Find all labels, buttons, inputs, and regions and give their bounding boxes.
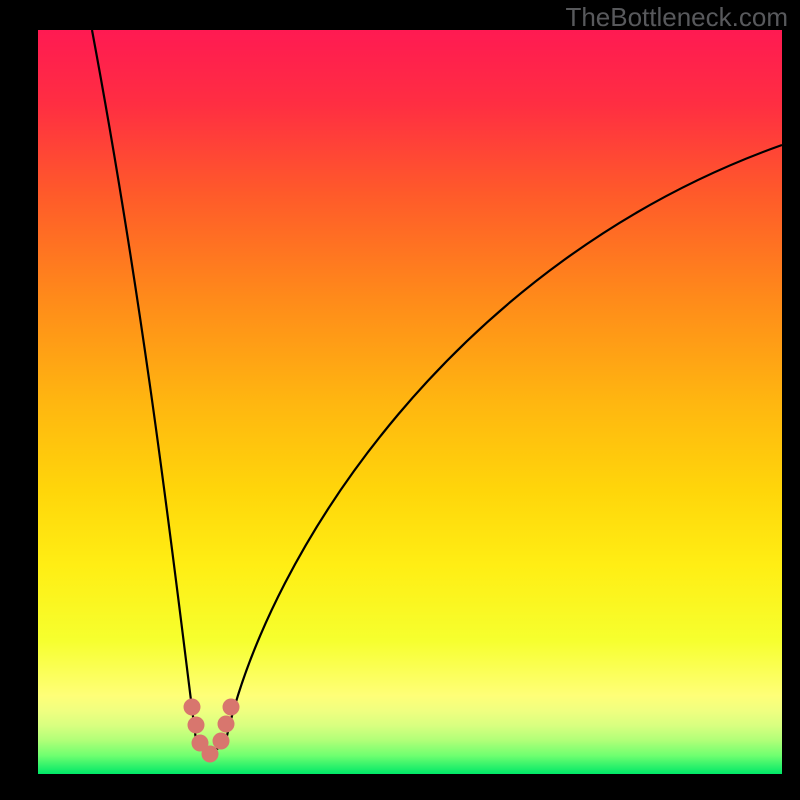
plot-area <box>38 30 782 774</box>
trough-marker <box>188 717 205 734</box>
watermark-text: TheBottleneck.com <box>565 2 788 33</box>
trough-marker <box>184 699 201 716</box>
plot-svg <box>38 30 782 774</box>
trough-marker <box>213 733 230 750</box>
canvas-root: TheBottleneck.com <box>0 0 800 800</box>
trough-marker <box>223 699 240 716</box>
trough-marker <box>202 746 219 763</box>
trough-marker <box>218 716 235 733</box>
